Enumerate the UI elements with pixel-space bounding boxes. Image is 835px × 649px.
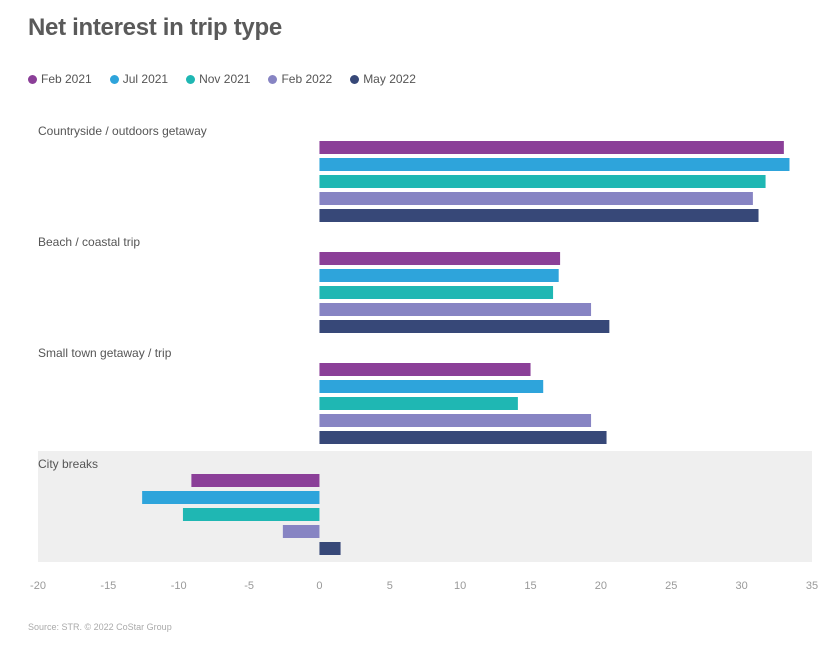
bar [319, 252, 561, 265]
bar [319, 320, 610, 333]
bar [319, 286, 554, 299]
x-tick-label: 35 [806, 580, 818, 592]
bar [319, 175, 766, 188]
bar [319, 414, 592, 427]
legend-label: Feb 2021 [41, 72, 92, 86]
x-tick-label: 10 [454, 580, 466, 592]
x-tick-label: -15 [100, 580, 116, 592]
x-tick-label: -20 [30, 580, 46, 592]
x-tick-label: 5 [387, 580, 393, 592]
legend-swatch [109, 74, 119, 84]
bar [191, 474, 320, 487]
legend-item-2: Nov 2021 [186, 72, 250, 86]
x-tick-label: -5 [244, 580, 254, 592]
legend-item-0: Feb 2021 [28, 72, 92, 86]
source-note: Source: STR. © 2022 CoStar Group [28, 622, 172, 632]
chart-title: Net interest in trip type [28, 14, 282, 41]
bar [142, 491, 320, 504]
category-label: Countryside / outdoors getaway [38, 124, 207, 138]
x-tick-label: 30 [736, 580, 748, 592]
bar [319, 363, 531, 376]
legend-item-3: Feb 2022 [268, 72, 332, 86]
legend-swatch [268, 74, 278, 84]
bar [282, 525, 320, 538]
legend-swatch [350, 74, 360, 84]
bar [319, 542, 341, 555]
category-label: Beach / coastal trip [38, 235, 140, 249]
chart-legend: Feb 2021 Jul 2021 Nov 2021 Feb 2022 May 2022 [28, 72, 416, 86]
bar [319, 303, 592, 316]
category-label: Small town getaway / trip [38, 346, 172, 360]
bar [319, 209, 759, 222]
x-tick-label: 15 [524, 580, 536, 592]
bar [319, 397, 518, 410]
x-tick-label: 0 [316, 580, 322, 592]
x-tick-label: 25 [665, 580, 677, 592]
legend-item-1: Jul 2021 [109, 72, 169, 86]
x-tick-label: -10 [171, 580, 187, 592]
bar [319, 380, 544, 393]
legend-swatch [28, 74, 37, 84]
legend-item-4: May 2022 [350, 72, 416, 86]
x-tick-label: 20 [595, 580, 607, 592]
bar [319, 431, 607, 444]
legend-label: Jul 2021 [122, 72, 169, 86]
bar [319, 192, 753, 205]
bar [182, 508, 320, 521]
bar [319, 158, 790, 171]
legend-label: Feb 2022 [281, 72, 333, 86]
legend-label: May 2022 [363, 72, 416, 86]
bar [319, 141, 784, 154]
bar [319, 269, 559, 282]
legend-swatch [186, 74, 196, 84]
category-label: City breaks [38, 457, 98, 471]
legend-label: Nov 2021 [199, 72, 251, 86]
highlight-band [38, 451, 812, 562]
